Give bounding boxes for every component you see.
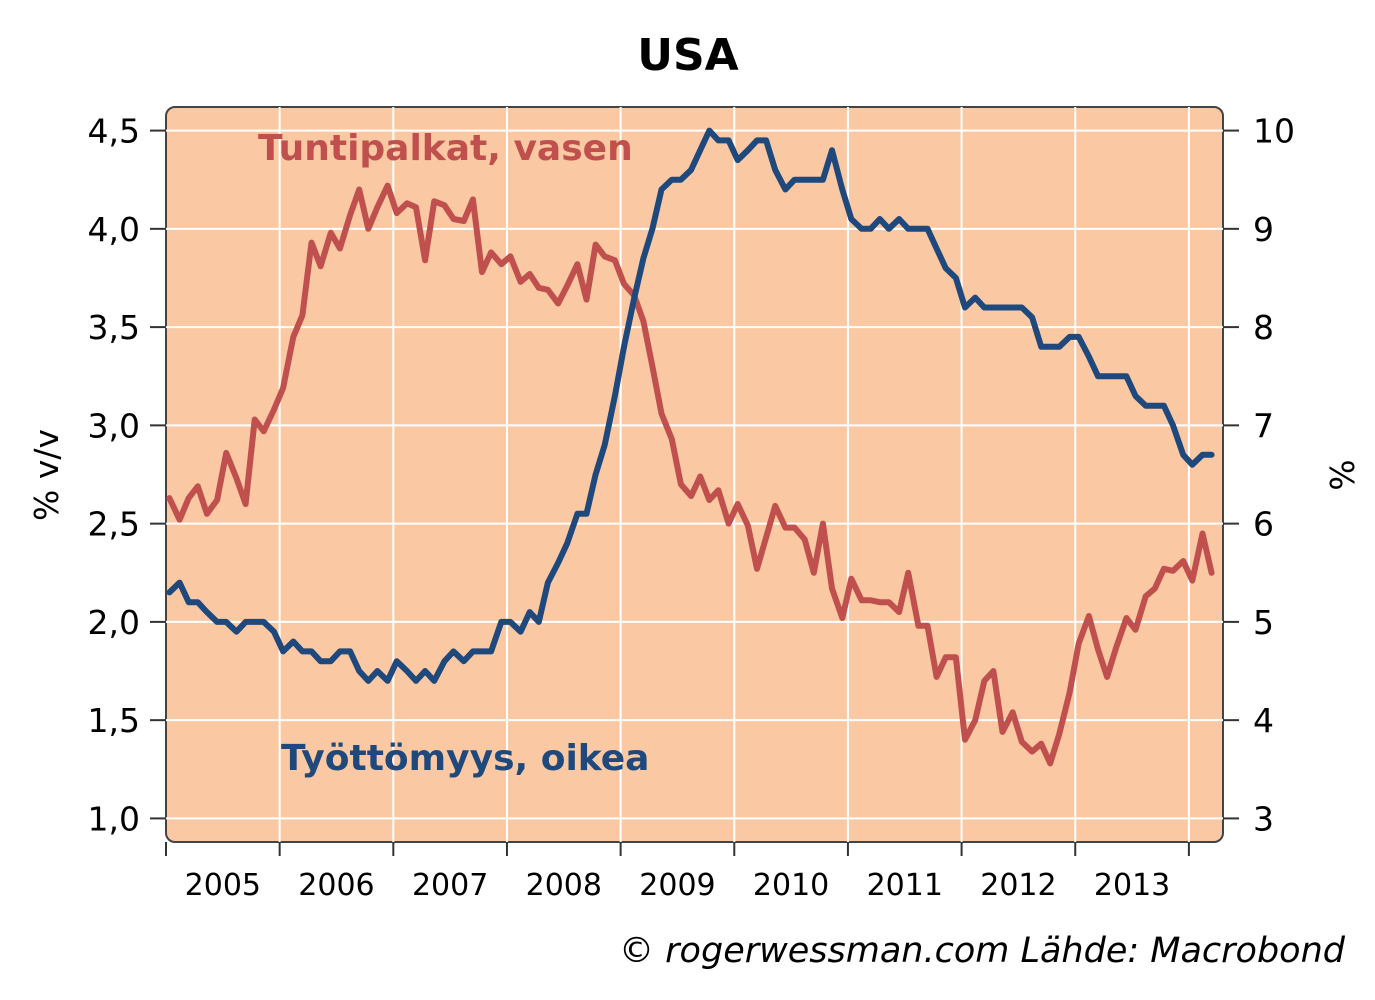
- x-tick-label: 2005: [185, 868, 261, 903]
- x-axis: 2005 2006 2007 2008 2009 2010 2011 2012 2013: [165, 842, 1190, 903]
- series-lines: [166, 127, 1215, 767]
- series-label-unemployment: Työttömyys, oikea: [281, 738, 649, 779]
- right-tick-label: 7: [1253, 406, 1274, 445]
- x-tick-label: 2010: [753, 868, 829, 903]
- right-tick-label: 8: [1253, 308, 1274, 347]
- plot-area: [165, 106, 1224, 843]
- left-tick-label: 3,5: [88, 308, 140, 347]
- left-tick-label: 1,0: [88, 799, 140, 838]
- left-axis-label: % v/v: [27, 429, 66, 521]
- left-tick-label: 1,5: [88, 701, 140, 740]
- left-axis: 1,0 1,5 2,0 2,5 3,0 3,5 4,0 4,5: [88, 112, 166, 838]
- x-tick-label: 2009: [639, 868, 715, 903]
- series-line-unemployment: [166, 127, 1215, 684]
- right-tick-label: 6: [1253, 505, 1274, 544]
- left-tick-label: 4,5: [88, 112, 140, 151]
- left-tick-label: 3,0: [88, 406, 140, 445]
- right-tick-label: 10: [1253, 112, 1295, 151]
- x-tick-label: 2007: [412, 868, 488, 903]
- source-credit: © rogerwessman.com Lähde: Macrobond: [619, 931, 1346, 971]
- right-axis-label: %: [1322, 459, 1361, 490]
- series-line-wages: [166, 182, 1215, 767]
- series-label-wages: Tuntipalkat, vasen: [258, 128, 633, 169]
- x-tick-label: 2006: [298, 868, 374, 903]
- x-tick-label: 2008: [526, 868, 602, 903]
- left-tick-label: 2,5: [88, 505, 140, 544]
- left-tick-label: 2,0: [88, 603, 140, 642]
- left-tick-label: 4,0: [88, 210, 140, 249]
- right-tick-label: 4: [1253, 701, 1274, 740]
- grid: [166, 107, 1223, 842]
- x-tick-label: 2011: [867, 868, 943, 903]
- right-tick-label: 5: [1253, 603, 1274, 642]
- right-tick-label: 9: [1253, 210, 1274, 249]
- right-axis: 3 4 5 6 7 8 9 10: [1223, 112, 1295, 838]
- x-tick-label: 2013: [1094, 868, 1170, 903]
- right-tick-label: 3: [1253, 799, 1274, 838]
- x-tick-label: 2012: [980, 868, 1056, 903]
- chart-title: USA: [637, 30, 738, 81]
